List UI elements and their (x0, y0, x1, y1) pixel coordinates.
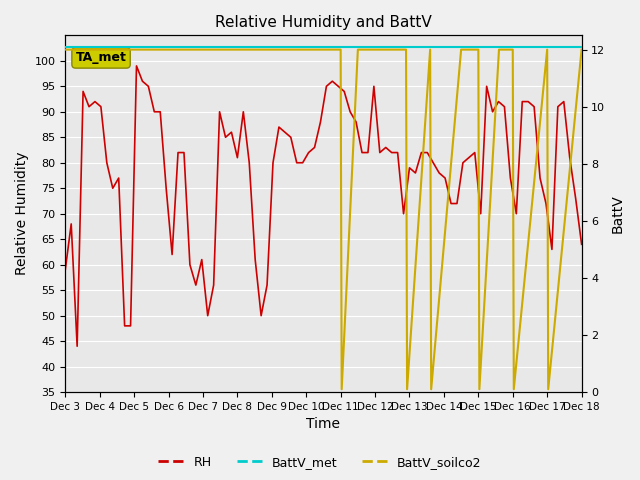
Y-axis label: BattV: BattV (611, 194, 625, 233)
Legend: RH, BattV_met, BattV_soilco2: RH, BattV_met, BattV_soilco2 (154, 451, 486, 474)
X-axis label: Time: Time (307, 418, 340, 432)
Text: TA_met: TA_met (76, 51, 127, 64)
Y-axis label: Relative Humidity: Relative Humidity (15, 152, 29, 276)
Title: Relative Humidity and BattV: Relative Humidity and BattV (215, 15, 432, 30)
